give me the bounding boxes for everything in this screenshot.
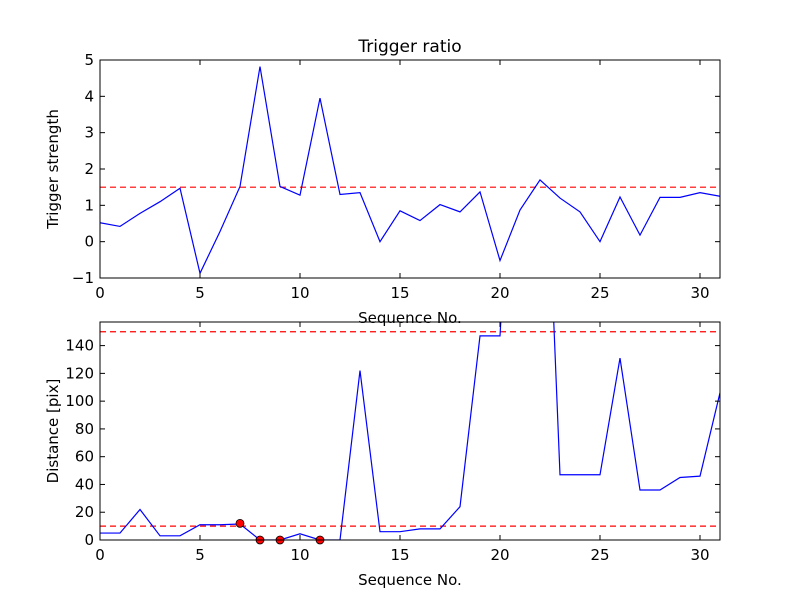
y-tick-label: 3: [84, 124, 94, 142]
y-tick-label: 1: [84, 196, 94, 214]
x-tick-label: 30: [690, 284, 709, 302]
y-tick-label: −1: [72, 269, 94, 287]
y-tick-label: 60: [75, 448, 94, 466]
y-tick-label: 120: [65, 364, 94, 382]
x-axis-label: Sequence No.: [358, 571, 462, 589]
x-tick-label: 0: [95, 546, 105, 564]
x-tick-label: 15: [390, 284, 409, 302]
x-axis-label: Sequence No.: [358, 309, 462, 327]
y-axis-label: Distance [pix]: [44, 379, 62, 484]
x-tick-label: 5: [195, 546, 205, 564]
distance-plot: 0 5 10 15 20 25 30 0 20 40 60 80 100 120 140 Sequence N…: [44, 321, 721, 589]
x-tick-label: 10: [290, 284, 309, 302]
x-tick-label: 0: [95, 284, 105, 302]
axes-frame: [99, 321, 721, 541]
y-axis-label: Trigger strength: [44, 109, 62, 230]
x-tick-label: 5: [195, 284, 205, 302]
x-tick-label: 25: [590, 284, 609, 302]
y-tick-label: 0: [84, 233, 94, 251]
y-tick-label: 40: [75, 475, 94, 493]
y-tick-label: 140: [65, 337, 94, 355]
y-tick-label: 80: [75, 420, 94, 438]
data-marker: [235, 518, 245, 528]
y-tick-label: 4: [84, 87, 94, 105]
series-line-0: [100, 66, 720, 276]
y-tick-label: 20: [75, 503, 94, 521]
x-tick-label: 20: [490, 546, 509, 564]
y-tick-label: 100: [65, 392, 94, 410]
chart-title: Trigger ratio: [357, 37, 461, 57]
y-tick-label: 5: [84, 51, 94, 69]
series-line-0: [100, 322, 720, 540]
x-tick-label: 30: [690, 546, 709, 564]
x-tick-label: 10: [290, 546, 309, 564]
y-tick-label: 0: [84, 531, 94, 549]
x-tick-label: 25: [590, 546, 609, 564]
y-tick-label: 2: [84, 160, 94, 178]
x-tick-label: 15: [390, 546, 409, 564]
x-tick-label: 20: [490, 284, 509, 302]
